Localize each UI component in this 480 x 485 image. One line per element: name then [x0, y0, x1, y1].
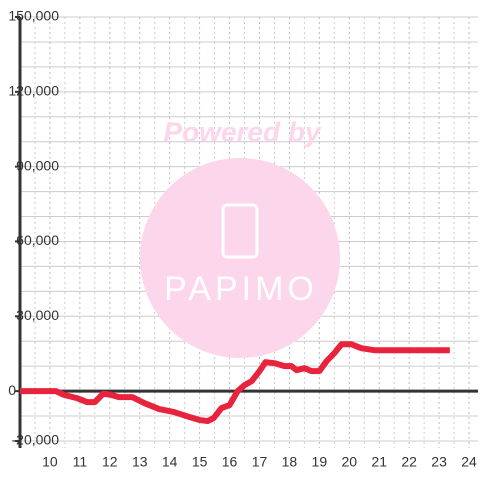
y-tick-label: 90,000 — [16, 157, 59, 173]
watermark: Powered by PAPIMO — [140, 116, 340, 358]
x-tick-label: 24 — [461, 454, 477, 470]
x-tick-label: 15 — [192, 454, 208, 470]
x-tick-label: 21 — [371, 454, 387, 470]
y-tick-label: 60,000 — [16, 232, 59, 248]
x-tick-label: 18 — [282, 454, 298, 470]
x-tick-label: 17 — [252, 454, 268, 470]
watermark-logo: PAPIMO — [164, 270, 318, 308]
x-tick-label: 22 — [401, 454, 417, 470]
x-tick-label: 16 — [222, 454, 238, 470]
x-tick-label: 23 — [431, 454, 447, 470]
watermark-text: Powered by — [163, 116, 322, 147]
y-tick-label: 150,000 — [8, 8, 59, 24]
y-tick-label: 30,000 — [16, 307, 59, 323]
y-tick-label: 0 — [8, 382, 16, 398]
x-tick-label: 11 — [73, 454, 88, 470]
x-tick-label: 13 — [132, 454, 148, 470]
x-tick-label: 14 — [162, 454, 178, 470]
x-tick-label: 10 — [42, 454, 58, 470]
y-tick-label: -20,000 — [12, 432, 60, 448]
data-line — [20, 341, 450, 425]
x-tick-label: 12 — [102, 454, 118, 470]
watermark-icon — [221, 203, 259, 259]
y-tick-label: 120,000 — [8, 83, 59, 99]
x-tick-label: 19 — [312, 454, 328, 470]
x-tick-label: 20 — [341, 454, 357, 470]
